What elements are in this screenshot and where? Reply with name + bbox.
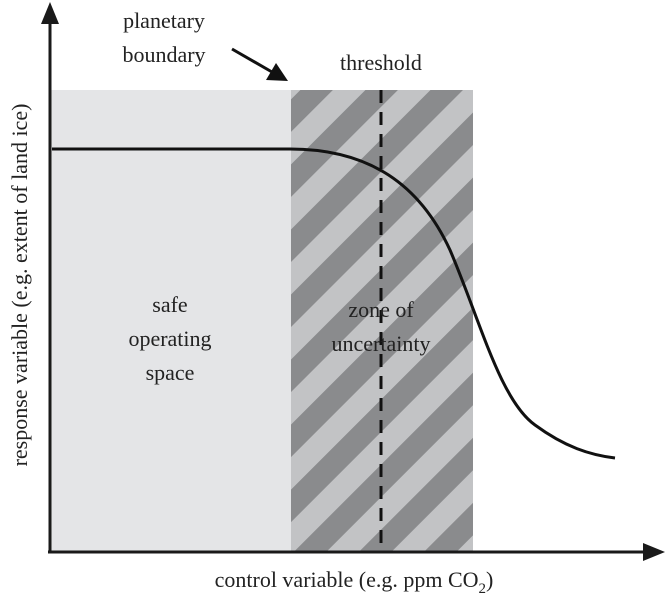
y-axis-arrowhead: [41, 2, 59, 24]
safe-operating-space-region: [50, 90, 291, 552]
planetary-boundary-arrowhead: [266, 63, 288, 81]
safe-operating-space-label-line1: safe: [152, 292, 187, 317]
zone-of-uncertainty-label-line1: zone of: [348, 297, 414, 322]
response-curve: [52, 147, 616, 460]
x-axis-label: control variable (e.g. ppm CO2): [215, 567, 494, 597]
x-axis-label-main: control variable (e.g. ppm CO: [215, 567, 479, 592]
zone-of-uncertainty-label-line2: uncertainty: [332, 331, 431, 356]
safe-operating-space-label-line3: space: [146, 360, 195, 385]
safe-operating-space-label-line2: operating: [128, 326, 211, 351]
x-axis-arrowhead: [643, 543, 665, 561]
planetary-boundary-arrow: [231, 47, 273, 74]
threshold-label: threshold: [340, 50, 422, 75]
x-axis-label-suffix: ): [486, 567, 493, 592]
y-axis-label: response variable (e.g. extent of land i…: [7, 104, 32, 467]
planetary-boundary-label-line1: planetary: [123, 8, 205, 33]
planetary-boundary-label-line2: boundary: [122, 42, 205, 67]
x-axis-label-subscript: 2: [479, 581, 487, 597]
